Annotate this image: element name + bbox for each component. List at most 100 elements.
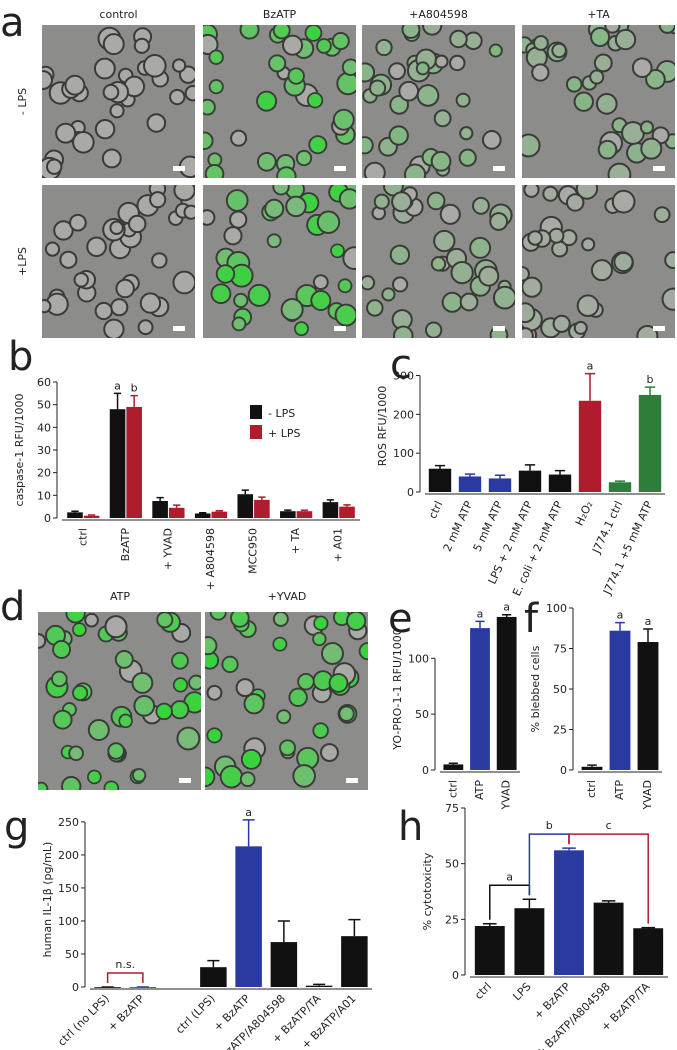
cell-fluor (88, 771, 101, 783)
x-tick-label: H₂O₂ (573, 499, 596, 528)
cell (45, 158, 63, 175)
cell (73, 272, 89, 288)
bar (280, 511, 296, 518)
cell-fluor (206, 165, 223, 178)
y-tick-label: 0 (44, 512, 51, 525)
bar (470, 628, 490, 770)
bar (496, 616, 517, 770)
cell (266, 233, 282, 249)
cell (184, 85, 195, 102)
cell (527, 230, 543, 246)
cell-fluor (339, 280, 351, 292)
error-bar (643, 628, 653, 643)
x-tick-label: ctrl (585, 780, 598, 798)
cell-fluor (523, 278, 541, 296)
x-tick-label: 5 mM ATP (471, 499, 506, 554)
scale-bar (334, 326, 346, 331)
comparison-label: a (506, 870, 513, 883)
cell-fluor (522, 267, 529, 280)
cell (398, 80, 420, 102)
y-tick-label: 300 (393, 370, 414, 383)
cell (522, 276, 543, 298)
cell (573, 91, 594, 112)
cell-fluor (73, 686, 87, 700)
cell (203, 33, 219, 56)
cell (522, 266, 530, 282)
cell-fluor (312, 291, 330, 310)
bar-annotation: a (503, 601, 510, 614)
x-tick-label: YVAD (500, 780, 513, 811)
error-bar (448, 762, 458, 765)
cell-fluor (172, 653, 188, 668)
cell-fluor (241, 773, 254, 786)
micrograph (203, 185, 356, 338)
error-bar (522, 898, 537, 909)
cell-fluor (174, 678, 187, 691)
cell (415, 61, 430, 76)
cell-fluor (331, 245, 344, 257)
bar (593, 902, 624, 975)
cell-fluor (266, 200, 283, 217)
micrograph (362, 185, 515, 338)
cell-fluor (203, 133, 212, 149)
cell-fluor (245, 695, 263, 713)
x-tick-label: ctrl (no LPS) (55, 992, 112, 1049)
cell (388, 125, 409, 146)
x-tick-label: ATP (613, 780, 626, 800)
error-bar (130, 394, 138, 407)
cell-fluor (212, 285, 230, 303)
cell (478, 265, 500, 287)
cell (94, 301, 113, 321)
cell-fluor (362, 137, 372, 153)
panel-letter: e (388, 596, 413, 642)
comparison-bracket (568, 833, 649, 924)
comparison-bracket (106, 972, 144, 983)
cell-fluor (390, 127, 407, 144)
cell-fluor (249, 285, 269, 305)
cell (151, 252, 168, 269)
cell (593, 53, 613, 73)
bar (578, 400, 602, 492)
cell (488, 43, 503, 58)
cell (522, 327, 534, 338)
cell-fluor (480, 267, 498, 285)
error-bar (614, 480, 626, 483)
cell (455, 92, 471, 108)
cell (391, 191, 413, 213)
cell (426, 191, 446, 211)
cell-fluor (294, 766, 314, 786)
cell (576, 294, 600, 318)
y-tick-label: 50 (553, 683, 567, 696)
cell (611, 189, 636, 214)
cell (110, 298, 129, 317)
y-tick-label: 30 (37, 444, 51, 457)
cell (373, 193, 390, 210)
column-label: +YVAD (268, 590, 307, 603)
cell-fluor (290, 689, 306, 706)
cell (203, 209, 216, 226)
bar (341, 936, 368, 987)
x-tick-label: + A804598 (204, 528, 217, 590)
bar (637, 642, 659, 770)
cell-fluor (418, 86, 438, 105)
cell-fluor (638, 326, 657, 338)
cell (597, 139, 618, 160)
cell-fluor (210, 80, 223, 93)
cell (230, 129, 248, 147)
bar (322, 502, 339, 518)
cell-fluor (423, 25, 441, 34)
cell-fluor (105, 782, 118, 790)
bar (581, 766, 603, 770)
scale-bar (653, 326, 665, 331)
cell (391, 276, 409, 293)
cell-fluor (641, 121, 653, 133)
cell (341, 58, 356, 77)
x-tick-label: MCC950 (247, 528, 260, 574)
cell (295, 149, 313, 167)
cell-fluor (189, 676, 201, 689)
bar (305, 985, 333, 987)
comparison-label: c (606, 819, 612, 832)
y-tick-label: 25 (445, 913, 459, 926)
cell-fluor (428, 193, 444, 209)
error-bar (475, 620, 485, 629)
